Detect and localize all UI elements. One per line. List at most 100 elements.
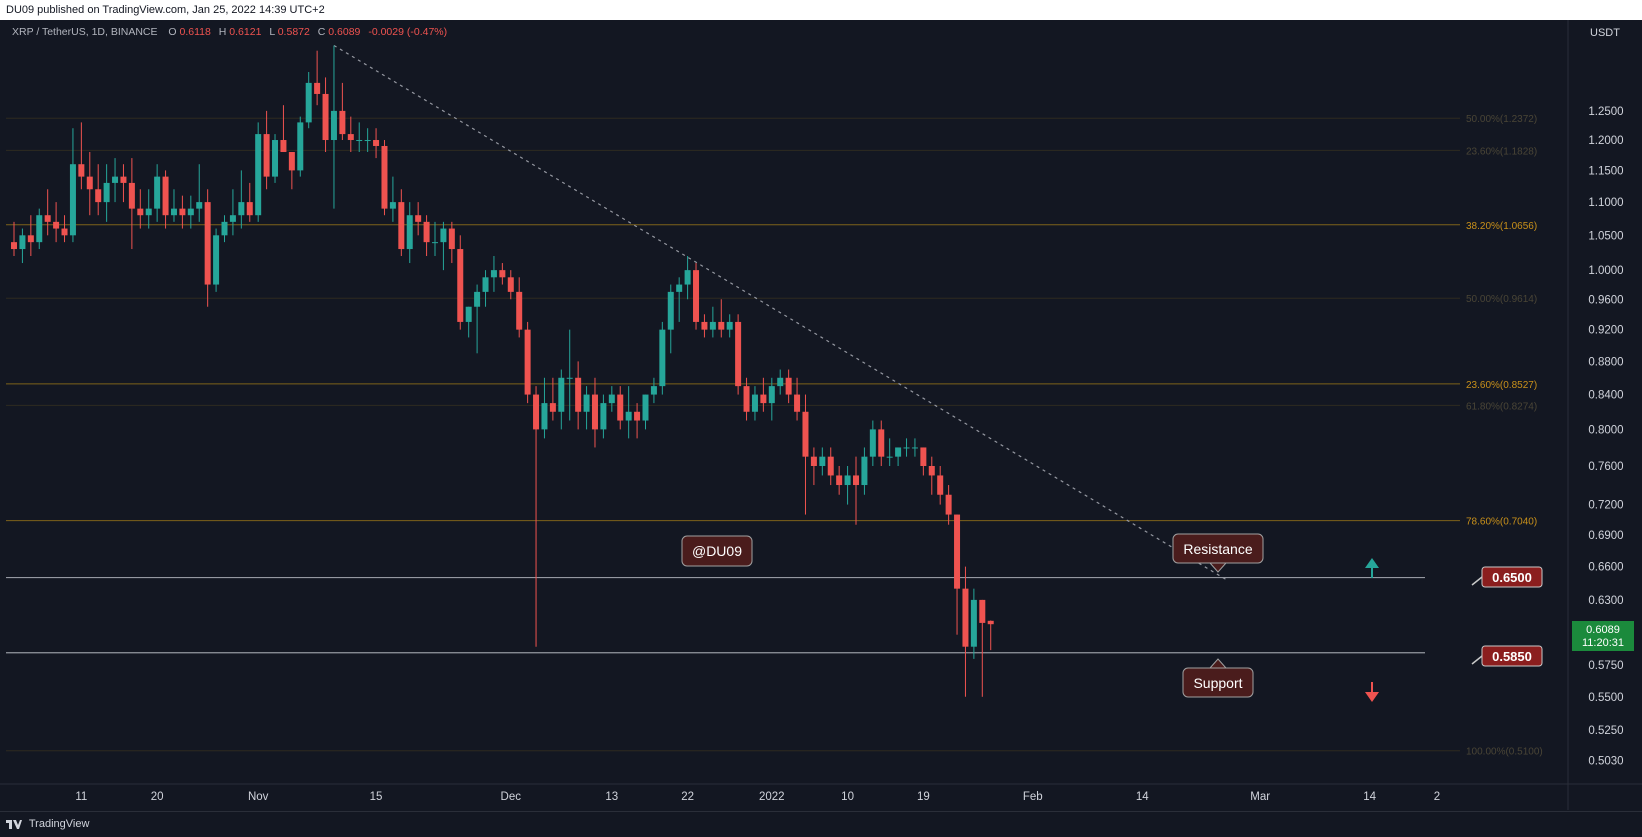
- candle-body: [709, 321, 716, 330]
- candle-body: [389, 202, 396, 209]
- candle-body: [280, 140, 287, 153]
- time-axis-tick-label: Dec: [501, 791, 522, 803]
- candle-body: [541, 403, 548, 430]
- price-axis-tick-label: 0.5250: [1588, 725, 1623, 737]
- high-label: H: [219, 26, 227, 38]
- candle-body: [339, 110, 346, 135]
- price-axis-tick-label: 0.5750: [1588, 660, 1623, 672]
- candle-body: [347, 134, 354, 141]
- candle-body: [196, 202, 203, 209]
- candle-body: [920, 447, 927, 466]
- time-axis-tick-label: Mar: [1250, 791, 1270, 803]
- candle-body: [213, 235, 220, 285]
- candle-body: [827, 456, 834, 476]
- fib-level-label: 61.80%(0.8274): [1466, 401, 1537, 412]
- open-value: 0.6118: [180, 26, 211, 38]
- publish-header: DU09 published on TradingView.com, Jan 2…: [0, 0, 1642, 20]
- candle-body: [608, 394, 615, 404]
- candle-body: [27, 235, 34, 243]
- time-axis-tick-label: 19: [917, 791, 930, 803]
- candle-body: [575, 377, 582, 412]
- time-axis-tick-label: Feb: [1023, 791, 1043, 803]
- candle-body: [549, 403, 556, 412]
- candle-body: [440, 228, 447, 243]
- fib-level-label: 38.20%(1.0656): [1466, 221, 1537, 232]
- candle-body: [794, 394, 801, 412]
- candle-body: [229, 215, 236, 222]
- candle-body: [154, 176, 161, 209]
- up-arrow-shape: [1365, 558, 1379, 578]
- candle-body: [617, 394, 624, 421]
- candle-body: [103, 182, 110, 203]
- candle-body: [120, 176, 127, 183]
- candle-body: [263, 134, 270, 177]
- current-price-tag: 0.6089 11:20:31: [1572, 621, 1634, 651]
- candle-body: [137, 208, 144, 216]
- candle-body: [987, 620, 994, 625]
- candle-body: [844, 475, 851, 486]
- tradingview-footer: TradingView: [0, 811, 1642, 836]
- price-axis-tick-label: 0.6900: [1588, 530, 1623, 542]
- candle-body: [650, 386, 657, 395]
- time-axis-tick-label: 11: [75, 791, 87, 803]
- candle-body: [95, 189, 102, 203]
- support-pointer: [1208, 658, 1228, 669]
- candle-body: [878, 429, 885, 457]
- candle-body: [591, 394, 598, 430]
- up-arrow-icon: [1365, 558, 1379, 578]
- candle-body: [490, 270, 497, 278]
- candle-body: [507, 277, 514, 292]
- candle-body: [743, 386, 750, 412]
- candle-body: [255, 134, 262, 216]
- resistance-tag-box: [1481, 566, 1543, 588]
- candle-body: [398, 202, 405, 250]
- candle-body: [853, 475, 859, 486]
- candle-body: [36, 215, 43, 243]
- candle-body: [288, 152, 295, 171]
- candle-body: [861, 456, 868, 486]
- publish-text: DU09 published on TradingView.com, Jan 2…: [6, 4, 325, 16]
- resistance-tag-pointer: [1471, 576, 1483, 586]
- candle-body: [465, 306, 472, 322]
- candle-body: [726, 321, 733, 330]
- support-box: [1182, 667, 1254, 698]
- support-callout[interactable]: Support: [1182, 658, 1254, 698]
- candle-body: [457, 249, 464, 322]
- down-arrow-icon: [1365, 682, 1379, 702]
- candle-body: [112, 176, 119, 183]
- candle-body: [61, 228, 68, 236]
- resistance-callout[interactable]: Resistance: [1172, 533, 1264, 573]
- svg-text:XRP / TetherUS, 1D, BINANCE: XRP / TetherUS, 1D, BINANCE O 0.6118 H 0…: [12, 26, 447, 38]
- time-axis-tick-label: 2022: [759, 791, 785, 803]
- candle-body: [499, 270, 506, 278]
- price-axis-tick-label: 1.1500: [1588, 165, 1623, 177]
- price-axis-tick-label: 1.2000: [1588, 135, 1623, 147]
- descending-trendline: [333, 44, 1227, 581]
- time-axis-tick-label: 20: [151, 791, 164, 803]
- price-chart[interactable]: XRP / TetherUS, 1D, BINANCE O 0.6118 H 0…: [0, 20, 1642, 810]
- price-axis-tick-label: 0.9200: [1588, 325, 1623, 337]
- watermark-badge: @DU09: [681, 535, 753, 567]
- candle-body: [667, 291, 674, 330]
- candle-body: [128, 182, 135, 209]
- candle-body: [356, 140, 363, 142]
- time-axis-tick-label: 2: [1434, 791, 1440, 803]
- candle-body: [785, 377, 792, 395]
- candle-body: [979, 599, 986, 623]
- candle-body: [406, 215, 413, 250]
- watermark-box: [681, 535, 753, 567]
- support-tag-text: 0.5850: [1492, 649, 1532, 664]
- candle-body: [600, 403, 607, 430]
- price-axis-tick-label: 0.5500: [1588, 692, 1623, 704]
- support-tag-pointer: [1471, 655, 1483, 665]
- resistance-pointer: [1208, 562, 1228, 573]
- candle-body: [179, 208, 186, 216]
- candle-body: [684, 270, 691, 285]
- price-axis-tick-label: 0.5030: [1588, 756, 1623, 768]
- time-axis-tick-label: 14: [1363, 791, 1376, 803]
- candle-body: [314, 82, 321, 94]
- change-value: -0.0029 (-0.47%): [368, 26, 447, 38]
- brand-text: TradingView: [28, 818, 90, 830]
- fib-level-label: 100.00%(0.5100): [1466, 747, 1543, 758]
